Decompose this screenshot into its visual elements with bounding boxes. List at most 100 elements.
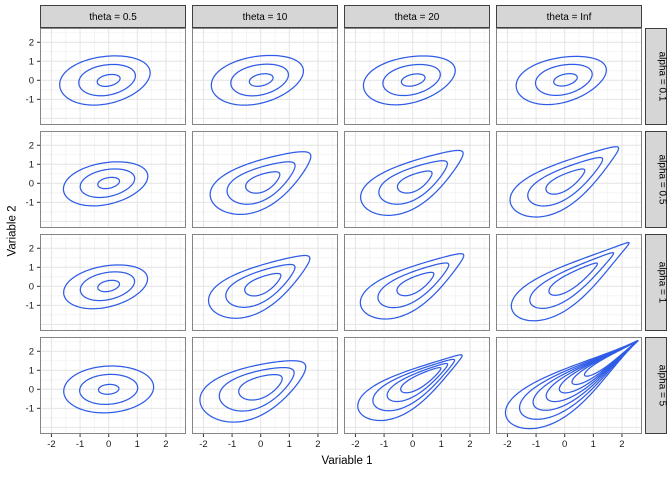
density-contour-line bbox=[62, 161, 149, 207]
facet-panel bbox=[192, 28, 338, 125]
density-contour-line bbox=[518, 340, 639, 420]
x-axis-tick-label: 0 bbox=[562, 439, 567, 450]
facet-panel bbox=[192, 234, 338, 331]
facet-col-strip-label: theta = 0.5 bbox=[89, 12, 137, 23]
facet-row-strip-label: alpha = 5 bbox=[657, 365, 668, 407]
density-contour-line bbox=[245, 171, 281, 194]
density-contour-line bbox=[96, 73, 121, 88]
contour-group bbox=[210, 54, 305, 106]
contour-group bbox=[509, 146, 620, 218]
density-contour-line bbox=[510, 241, 630, 322]
density-contour-line bbox=[529, 252, 615, 309]
facet-panel bbox=[496, 234, 642, 331]
x-axis-tick-label: -2 bbox=[503, 439, 511, 450]
panel-border bbox=[496, 234, 642, 331]
facet-col-strip: theta = 10 bbox=[192, 5, 338, 28]
facet-col-strip-label: theta = Inf bbox=[547, 12, 592, 23]
y-axis-title-text: Variable 2 bbox=[6, 205, 19, 257]
density-contour-line bbox=[244, 272, 282, 297]
facet-row-strip-box bbox=[645, 234, 667, 331]
x-axis-tick-label: -2 bbox=[199, 439, 207, 450]
density-contour-line bbox=[359, 253, 465, 320]
panel-border bbox=[344, 131, 490, 228]
density-contour-line bbox=[382, 63, 441, 97]
facet-col-strip-label: theta = 20 bbox=[395, 12, 440, 23]
facet-row-strip: alpha = 0.1 bbox=[645, 28, 668, 125]
panel-border bbox=[344, 234, 490, 331]
density-contour-line bbox=[63, 365, 155, 414]
facet-row-strip-box bbox=[645, 131, 667, 228]
density-contour-line bbox=[534, 63, 593, 97]
panel-border bbox=[192, 28, 338, 125]
contour-group bbox=[62, 161, 149, 207]
facet-panel: -2 -1 0 1 2 2 1 0 -1 bbox=[26, 337, 186, 450]
facet-row-strip: alpha = 0.5 bbox=[645, 131, 668, 228]
y-axis-tick-label: 1 bbox=[29, 262, 34, 273]
density-contour-line bbox=[218, 366, 295, 412]
density-contour-line bbox=[79, 271, 136, 302]
contour-group bbox=[207, 254, 311, 319]
density-contour-line bbox=[78, 63, 137, 97]
density-contour-line bbox=[515, 55, 607, 106]
density-contour-line bbox=[360, 149, 464, 216]
density-contour-line bbox=[548, 262, 599, 296]
x-axis-tick-label: -2 bbox=[47, 439, 55, 450]
contour-group bbox=[510, 241, 630, 322]
contour-group bbox=[199, 360, 307, 423]
facet-col-strip: theta = Inf bbox=[496, 5, 642, 28]
facet-col-strip-box bbox=[496, 5, 642, 28]
x-axis-tick-label: 1 bbox=[287, 439, 292, 450]
facet-row-strip: alpha = 1 bbox=[645, 234, 668, 331]
facet-panel: 2 1 0 -1 bbox=[26, 28, 186, 125]
facet-panel: -2 -1 0 1 2 bbox=[496, 337, 642, 450]
density-contour-line bbox=[509, 146, 620, 218]
x-axis-tick-label: -1 bbox=[228, 439, 236, 450]
y-axis-tick-label: 2 bbox=[29, 140, 34, 151]
x-axis-title-text: Variable 1 bbox=[321, 455, 373, 467]
facet-col-strip: theta = 20 bbox=[344, 5, 490, 28]
density-contour-line bbox=[362, 55, 456, 106]
contour-group bbox=[63, 264, 149, 310]
panel-border bbox=[40, 337, 186, 434]
y-axis-tick-label: -1 bbox=[26, 404, 34, 415]
y-axis-tick-label: 0 bbox=[29, 76, 34, 87]
facet-col-strip-box bbox=[344, 5, 490, 28]
density-contour-line bbox=[248, 73, 274, 87]
x-axis-tick-label: -1 bbox=[532, 439, 540, 450]
contour-group bbox=[360, 149, 464, 216]
density-contour-line bbox=[553, 73, 578, 87]
y-axis-tick-label: 2 bbox=[29, 346, 34, 357]
facet-panel bbox=[496, 28, 642, 125]
panel-border bbox=[496, 28, 642, 125]
panel-border bbox=[344, 337, 490, 434]
x-axis-tick-label: 1 bbox=[135, 439, 140, 450]
density-contour-line bbox=[97, 176, 121, 190]
x-axis-tick-label: 2 bbox=[315, 439, 320, 450]
panel-border bbox=[40, 234, 186, 331]
density-contour-line bbox=[59, 55, 151, 106]
facet-row-strip-label: alpha = 1 bbox=[657, 262, 668, 304]
density-contour-line bbox=[210, 54, 305, 106]
contour-group bbox=[515, 55, 607, 106]
y-axis-tick-label: 0 bbox=[29, 282, 34, 293]
density-contour-line bbox=[79, 168, 136, 199]
density-contour-line bbox=[527, 156, 604, 207]
density-contour-line bbox=[545, 168, 586, 195]
y-axis-tick-label: 1 bbox=[29, 159, 34, 170]
density-contour-line bbox=[583, 340, 639, 377]
contour-group bbox=[59, 55, 151, 106]
density-contour-line bbox=[400, 367, 442, 394]
contour-group bbox=[63, 365, 155, 414]
facet-panel: -2 -1 0 1 2 bbox=[192, 337, 338, 450]
panel-border bbox=[40, 131, 186, 228]
density-contour-line bbox=[199, 360, 307, 423]
facet-row-strip-box bbox=[645, 28, 667, 125]
x-axis-tick-label: 2 bbox=[163, 439, 168, 450]
facet-col-strip-box bbox=[192, 5, 338, 28]
y-axis-tick-label: 0 bbox=[29, 385, 34, 396]
density-contour-line bbox=[504, 340, 639, 430]
facet-panel: -2 -1 0 1 2 bbox=[344, 337, 490, 450]
contour-group bbox=[362, 55, 456, 106]
x-axis-title: Variable 1 bbox=[0, 455, 672, 468]
